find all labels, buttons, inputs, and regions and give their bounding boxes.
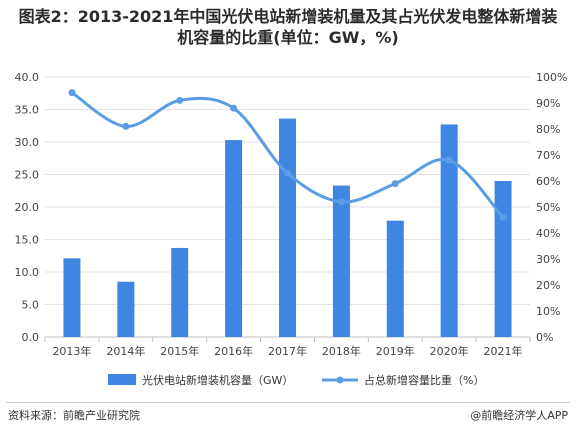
- x-tick-label: 2015年: [160, 344, 199, 358]
- x-tick-label: 2017年: [268, 344, 307, 358]
- y-right-tick-label: 70%: [536, 149, 560, 162]
- line-point: [499, 213, 507, 221]
- y-right-tick-label: 40%: [536, 227, 560, 240]
- bar: [386, 220, 404, 337]
- y-left-tick-label: 10.0: [15, 266, 40, 279]
- line-point: [337, 198, 345, 206]
- y-right-tick-label: 30%: [536, 253, 560, 266]
- y-right-tick-label: 80%: [536, 123, 560, 136]
- line-point: [122, 122, 130, 130]
- y-left-tick-label: 20.0: [15, 201, 40, 214]
- y-right-tick-label: 100%: [536, 71, 567, 84]
- x-tick-label: 2020年: [430, 344, 469, 358]
- line-point: [284, 169, 291, 177]
- line-point: [176, 96, 184, 104]
- x-tick-label: 2013年: [52, 344, 91, 358]
- bar: [494, 181, 512, 337]
- bar: [117, 281, 135, 337]
- line-point: [391, 180, 399, 188]
- y-left-tick-label: 25.0: [15, 169, 40, 182]
- bar: [63, 258, 81, 337]
- y-right-tick-label: 60%: [536, 175, 560, 188]
- y-right-tick-label: 20%: [536, 279, 560, 292]
- brand-label: @前瞻经济学人APP: [470, 409, 568, 422]
- title-line-1: 图表2：2013-2021年中国光伏电站新增装机量及其占光伏发电整体新增装: [18, 7, 558, 26]
- legend-line-marker: [336, 376, 344, 384]
- bar: [279, 118, 296, 337]
- line-point: [445, 156, 453, 164]
- y-left-tick-label: 40.0: [15, 71, 40, 84]
- title-line-2: 机容量的比重(单位：GW，%): [177, 28, 399, 47]
- bar: [332, 185, 350, 337]
- source-note: 资料来源：前瞻产业研究院: [8, 409, 140, 422]
- y-right-tick-label: 50%: [536, 201, 560, 214]
- x-tick-label: 2016年: [214, 344, 253, 358]
- y-left-tick-label: 35.0: [15, 104, 40, 117]
- y-right-tick-label: 90%: [536, 97, 560, 110]
- bar: [440, 124, 458, 337]
- chart-title: 图表2：2013-2021年中国光伏电站新增装机量及其占光伏发电整体新增装 机容…: [6, 6, 570, 48]
- y-left-tick-label: 0.0: [22, 331, 40, 344]
- x-tick-label: 2019年: [376, 344, 415, 358]
- legend-bar-label: 光伏电站新增装机容量（GW）: [142, 373, 293, 387]
- footer-divider: [6, 402, 570, 403]
- y-right-tick-label: 10%: [536, 305, 560, 318]
- bar: [225, 140, 243, 337]
- x-tick-label: 2021年: [484, 344, 523, 358]
- y-left-tick-label: 5.0: [22, 299, 40, 312]
- y-left-tick-label: 15.0: [15, 234, 40, 247]
- line-point: [230, 104, 238, 112]
- x-tick-label: 2014年: [106, 344, 145, 358]
- legend-line-label: 占总新增容量比重（%）: [364, 373, 484, 387]
- y-left-tick-label: 30.0: [15, 136, 40, 149]
- bar: [171, 247, 189, 337]
- footer: 资料来源：前瞻产业研究院 @前瞻经济学人APP: [8, 403, 568, 425]
- legend-bar-swatch: [108, 374, 136, 385]
- y-right-tick-label: 0%: [536, 331, 553, 344]
- x-tick-label: 2018年: [322, 344, 361, 358]
- line-point: [68, 89, 76, 97]
